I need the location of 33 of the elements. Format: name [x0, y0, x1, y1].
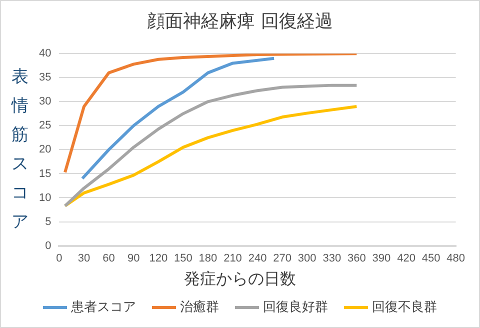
y-tick-label: 5 — [45, 216, 52, 228]
x-tick-label: 480 — [446, 252, 466, 264]
legend-label: 治癒群 — [179, 299, 219, 316]
y-tick-label: 30 — [38, 96, 52, 108]
legend-label: 回復良好群 — [262, 299, 328, 316]
x-tick-label: 300 — [298, 252, 316, 264]
x-tick-label: 90 — [127, 252, 140, 264]
y-tick-label: 15 — [38, 168, 52, 180]
y-tick-label: 10 — [38, 192, 52, 204]
legend-label: 患者スコア — [70, 299, 136, 316]
x-tick-label: 240 — [248, 252, 267, 264]
x-tick-label: 0 — [56, 252, 62, 264]
x-tick-label: 180 — [198, 252, 218, 264]
x-tick-label: 150 — [174, 252, 192, 264]
y-tick-label: 35 — [38, 72, 52, 84]
x-tick-label: 120 — [149, 252, 168, 264]
y-tick-label: 40 — [38, 48, 52, 60]
y-axis-title: 表情筋スコア — [10, 66, 30, 234]
x-tick-label: 330 — [322, 252, 342, 264]
chart-title: 顔面神経麻痺 回復経過 — [146, 10, 334, 33]
x-axis-title: 発症からの日数 — [183, 269, 297, 290]
x-tick-label: 210 — [224, 252, 242, 264]
y-tick-label: 25 — [38, 120, 52, 132]
y-tick-label: 20 — [38, 144, 52, 156]
y-tick-label: 0 — [45, 240, 52, 252]
x-tick-label: 30 — [78, 252, 90, 264]
x-tick-label: 450 — [422, 252, 440, 264]
x-tick-label: 270 — [273, 252, 292, 264]
x-tick-label: 60 — [102, 252, 115, 264]
x-tick-label: 360 — [347, 252, 366, 264]
legend-label: 回復不良群 — [371, 299, 437, 316]
x-tick-label: 390 — [372, 252, 391, 264]
x-tick-label: 420 — [397, 252, 416, 264]
